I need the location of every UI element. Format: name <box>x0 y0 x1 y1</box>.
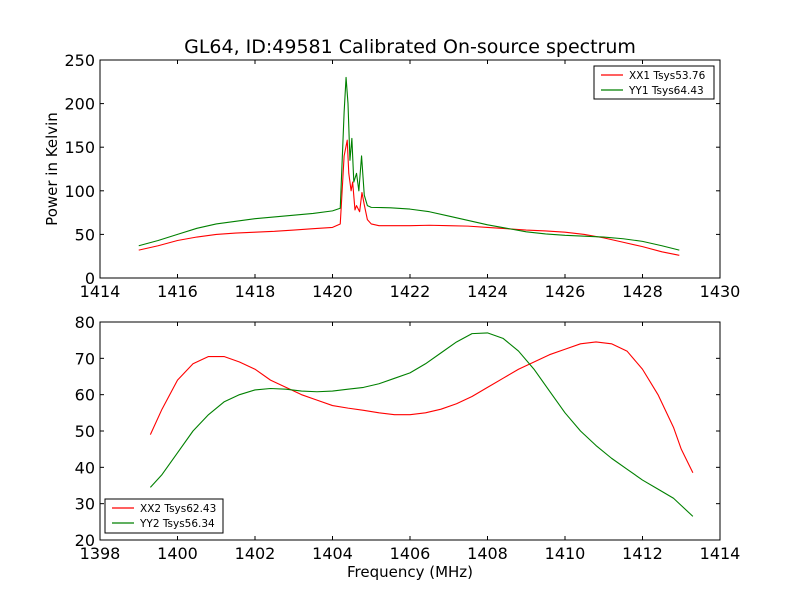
x-tick-label: 1398 <box>80 544 121 563</box>
y-tick-label: 100 <box>64 182 95 201</box>
x-tick-label: 1402 <box>235 544 276 563</box>
y-tick-label: 20 <box>75 531 95 550</box>
legend-label: YY1 Tsys64.43 <box>628 85 704 97</box>
x-tick-label: 1400 <box>157 544 198 563</box>
x-tick-label: 1410 <box>545 544 586 563</box>
y-tick-label: 0 <box>85 269 95 288</box>
legend-label: YY2 Tsys56.34 <box>139 518 215 530</box>
y-tick-label: 60 <box>75 386 95 405</box>
x-tick-label: 1404 <box>312 544 353 563</box>
series-line-yy2 <box>149 332 694 517</box>
top-spectrum-axes: 1414 1416 1418 1420 1422 1424 1426 1428 1430 0 50 1… <box>43 51 740 301</box>
legend-box <box>104 498 224 534</box>
plot-area <box>149 332 694 517</box>
legend-label: XX2 Tsys62.43 <box>140 503 216 515</box>
x-tick-label: 1428 <box>622 282 663 301</box>
legend: XX1 Tsys53.76 YY1 Tsys64.43 <box>593 65 715 100</box>
x-tick-label: 1424 <box>467 282 508 301</box>
y-tick-label: 50 <box>75 225 95 244</box>
x-tick-label: 1414 <box>700 544 741 563</box>
chart-title: GL64, ID:49581 Calibrated On-source spec… <box>184 36 636 58</box>
legend: XX2 Tsys62.43 YY2 Tsys56.34 <box>104 498 224 534</box>
x-tick-label: 1426 <box>545 282 586 301</box>
x-tick-label: 1422 <box>390 282 431 301</box>
x-tick-label: 1420 <box>312 282 353 301</box>
series-line-xx2 <box>149 341 694 474</box>
y-tick-label: 50 <box>75 422 95 441</box>
series-line-yy1 <box>138 76 680 251</box>
y-tick-label: 200 <box>64 95 95 114</box>
legend-label: XX1 Tsys53.76 <box>629 70 706 82</box>
y-tick-label: 70 <box>75 349 95 368</box>
y-tick-label: 150 <box>64 138 95 157</box>
x-tick-label: 1414 <box>80 282 121 301</box>
legend-box <box>593 65 715 100</box>
x-tick-label: 1406 <box>390 544 431 563</box>
x-axis-label: Frequency (MHz) <box>347 563 473 581</box>
x-tick-label: 1408 <box>467 544 508 563</box>
x-tick-label: 1430 <box>700 282 741 301</box>
y-tick-label: 250 <box>64 51 95 70</box>
series-line-xx1 <box>138 139 680 256</box>
x-tick-label: 1418 <box>235 282 276 301</box>
x-tick-label: 1416 <box>157 282 198 301</box>
bottom-spectrum-axes: 1398 1400 1402 1404 1406 1408 1410 1412 1414 20 30… <box>75 313 741 581</box>
x-tick-label: 1412 <box>622 544 663 563</box>
y-axis-label: Power in Kelvin <box>43 112 61 226</box>
y-tick-label: 80 <box>75 313 95 332</box>
y-tick-label: 30 <box>75 495 95 514</box>
plot-area <box>138 76 680 256</box>
y-tick-label: 40 <box>75 458 95 477</box>
